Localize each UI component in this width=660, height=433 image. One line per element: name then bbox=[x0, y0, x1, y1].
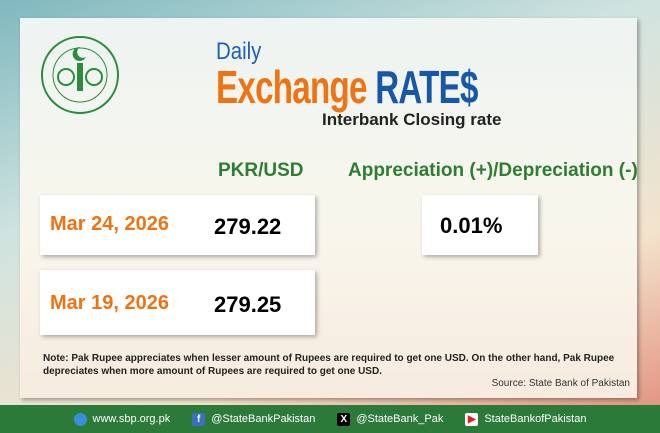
change-value: 0.01% bbox=[440, 213, 503, 238]
footer-x[interactable]: X @StateBank_Pak bbox=[337, 412, 444, 426]
website-label: www.sbp.org.pk bbox=[92, 413, 171, 425]
title-exchange: Exchange bbox=[216, 61, 367, 113]
rate-row: Mar 19, 2026 279.25 bbox=[40, 270, 315, 335]
change-box: 0.01% bbox=[422, 195, 538, 255]
youtube-label: StateBankofPakistan bbox=[484, 413, 587, 425]
row-date: Mar 24, 2026 bbox=[50, 213, 169, 235]
change-column-header: Appreciation (+)/Depreciation (-) bbox=[348, 160, 638, 181]
page-title: Exchange RATE$ bbox=[216, 60, 478, 114]
rate-column-header: PKR/USD bbox=[218, 160, 304, 181]
note-text: Note: Pak Rupee appreciates when lesser … bbox=[43, 353, 615, 377]
subtitle: Interbank Closing rate bbox=[322, 110, 502, 129]
source-text: Source: State Bank of Pakistan bbox=[491, 378, 630, 389]
row-rate: 279.25 bbox=[214, 292, 282, 317]
footer-facebook[interactable]: f @StateBankPakistan bbox=[192, 412, 316, 426]
daily-label: Daily bbox=[216, 38, 262, 65]
row-date: Mar 19, 2026 bbox=[50, 292, 169, 314]
footer: www.sbp.org.pk f @StateBankPakistan X @Sta… bbox=[0, 405, 660, 433]
facebook-label: @StateBankPakistan bbox=[211, 413, 316, 425]
x-label: @StateBank_Pak bbox=[356, 413, 444, 425]
x-icon: X bbox=[337, 412, 351, 426]
title-rates: RATE$ bbox=[375, 61, 478, 113]
footer-website[interactable]: www.sbp.org.pk bbox=[73, 412, 171, 426]
footer-youtube[interactable]: ▶ StateBankofPakistan bbox=[465, 412, 587, 426]
sbp-logo bbox=[41, 36, 119, 114]
rate-row: Mar 24, 2026 279.22 bbox=[40, 195, 315, 255]
youtube-icon: ▶ bbox=[465, 412, 479, 426]
globe-icon bbox=[73, 412, 87, 426]
row-rate: 279.22 bbox=[214, 214, 282, 239]
facebook-icon: f bbox=[192, 412, 206, 426]
